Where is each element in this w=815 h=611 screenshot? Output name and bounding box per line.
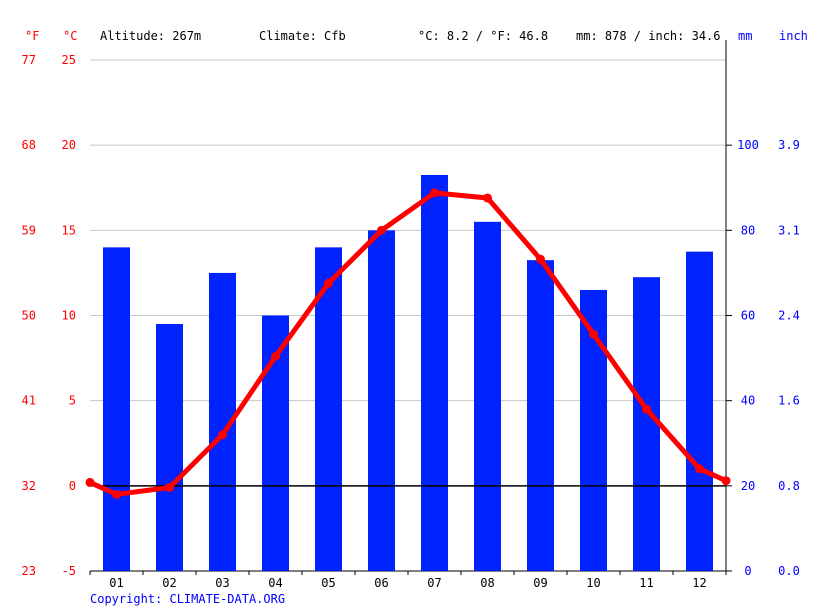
temperature-point <box>112 489 121 499</box>
fahrenheit-tick-label: 68 <box>22 138 36 152</box>
month-label: 07 <box>427 576 441 590</box>
celsius-tick-label: 20 <box>62 138 76 152</box>
celsius-tick-label: 15 <box>62 223 76 237</box>
climate-label: Climate: Cfb <box>259 29 346 43</box>
mm-tick-label: 80 <box>741 223 755 237</box>
temperature-point <box>642 404 651 414</box>
month-label: 11 <box>639 576 653 590</box>
celsius-tick-label: 25 <box>62 53 76 67</box>
precipitation-bar <box>474 221 501 572</box>
temperature-point <box>85 477 95 487</box>
altitude-label: Altitude: 267m <box>100 29 202 43</box>
fahrenheit-tick-label: 59 <box>22 223 36 237</box>
fahrenheit-tick-label: 77 <box>22 53 36 67</box>
inch-tick-label: 0.0 <box>778 564 800 578</box>
temperature-point <box>324 278 333 288</box>
temperature-point <box>430 188 439 198</box>
inch-tick-label: 0.8 <box>778 479 800 493</box>
precipitation-bar <box>633 277 660 571</box>
temperature-point <box>483 193 492 203</box>
precipitation-bar <box>156 324 183 571</box>
mm-tick-label: 20 <box>741 479 755 493</box>
celsius-tick-label: 5 <box>69 394 76 408</box>
month-label: 05 <box>321 576 335 590</box>
temperature-point <box>536 254 545 264</box>
month-label: 03 <box>215 576 229 590</box>
fahrenheit-tick-label: 23 <box>22 564 36 578</box>
celsius-tick-label: 0 <box>69 479 76 493</box>
inch-tick-label: 3.9 <box>778 138 800 152</box>
precipitation-bar <box>368 230 395 572</box>
inch-tick-label: 2.4 <box>778 309 800 323</box>
precipitation-bar <box>315 247 342 571</box>
month-label: 06 <box>374 576 388 590</box>
precipitation-bar <box>103 247 130 571</box>
mm-tick-label: 40 <box>741 394 755 408</box>
fahrenheit-tick-label: 32 <box>22 479 36 493</box>
month-label: 08 <box>480 576 494 590</box>
fahrenheit-tick-label: 41 <box>22 394 36 408</box>
month-label: 04 <box>268 576 282 590</box>
copyright-link[interactable]: Copyright: CLIMATE-DATA.ORG <box>90 592 286 606</box>
mm-tick-label: 0 <box>744 564 751 578</box>
temperature-point <box>165 483 174 493</box>
month-label: 10 <box>586 576 600 590</box>
mm-tick-label: 100 <box>737 138 759 152</box>
mm-tick-label: 60 <box>741 309 755 323</box>
inch-unit-label: inch <box>779 29 808 43</box>
month-label: 02 <box>162 576 176 590</box>
precipitation-bar <box>421 174 448 571</box>
fahrenheit-tick-label: 50 <box>22 309 36 323</box>
temperature-point <box>271 351 280 361</box>
celsius-unit-label: °C <box>63 29 78 43</box>
month-label: 01 <box>109 576 123 590</box>
temperature-point <box>721 476 731 486</box>
precipitation-bar <box>527 260 554 571</box>
fahrenheit-unit-label: °F <box>25 29 40 43</box>
inch-tick-label: 3.1 <box>778 223 800 237</box>
temperature-point <box>695 464 704 474</box>
average-temperature-label: °C: 8.2 / °F: 46.8 <box>418 29 549 43</box>
month-label: 09 <box>533 576 547 590</box>
month-label: 12 <box>692 576 706 590</box>
mm-unit-label: mm <box>738 29 753 43</box>
temperature-point <box>589 329 598 339</box>
precipitation-bar <box>686 251 713 571</box>
temperature-point <box>218 430 227 440</box>
temperature-line <box>87 190 729 497</box>
celsius-tick-label: -5 <box>62 564 76 578</box>
temperature-point <box>377 225 386 235</box>
total-precipitation-label: mm: 878 / inch: 34.6 <box>576 29 721 43</box>
celsius-tick-label: 10 <box>62 309 76 323</box>
inch-tick-label: 1.6 <box>778 394 800 408</box>
